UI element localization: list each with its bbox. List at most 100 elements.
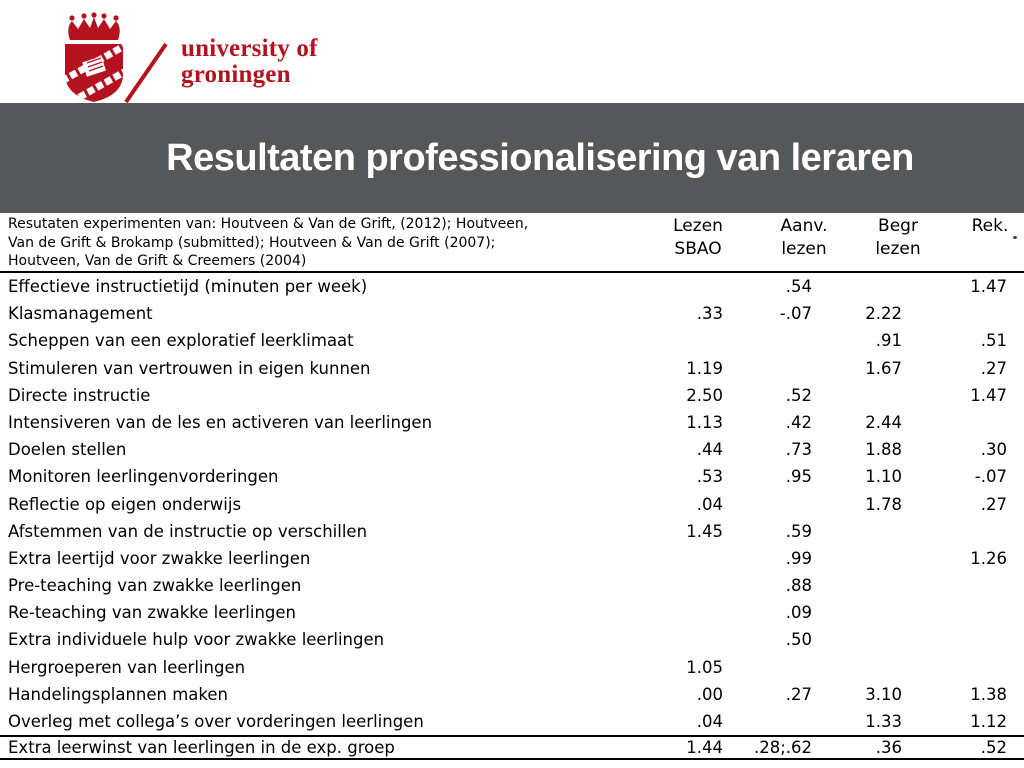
cell-aanv-lezen [723,491,812,518]
cell-aanv-lezen: .95 [785,467,812,487]
source-note: Resutaten experimenten van: Houtveen & V… [8,215,633,271]
row-label: Directe instructie [8,385,151,405]
cell-rek: 1.26 [970,548,1007,568]
cell-begr-lezen [812,273,902,300]
table-row: Doelen stellen .44 .73 1.88 .30 [0,436,1007,463]
cell-lezen-sbao: .04 [696,494,723,514]
cell-lezen-sbao [623,626,723,653]
cell-lezen-sbao [623,599,723,626]
cell-aanv-lezen: .52 [785,385,812,405]
results-table: Effectieve instructietijd (minuten per w… [0,273,1024,761]
cell-aanv-lezen: .28;.62 [753,738,812,758]
table-row: Pre-teaching van zwakke leerlingen .88 [0,572,1007,599]
cell-rek [902,300,1007,327]
cell-rek: .52 [980,738,1007,758]
table-row: Intensiveren van de les en activeren van… [0,409,1007,436]
cell-lezen-sbao [623,273,723,300]
wordmark-line2: groningen [181,61,291,88]
table-row: Monitoren leerlingenvorderingen .53 .95 1.1… [0,463,1007,490]
cell-begr-lezen: 2.22 [865,304,902,324]
cell-begr-lezen [812,382,902,409]
row-label: Extra leertijd voor zwakke leerlingen [8,548,311,568]
cell-rek: 1.12 [970,712,1007,731]
cell-aanv-lezen [723,355,812,382]
source-note-line: Van de Grift & Brokamp (submitted); Hout… [8,234,496,251]
cell-begr-lezen [812,518,902,545]
cell-aanv-lezen: .50 [785,630,812,650]
cell-begr-lezen [812,545,902,572]
university-crest-icon [57,12,131,104]
cell-rek [902,599,1007,626]
cell-lezen-sbao: 1.19 [686,358,723,378]
row-label: Re-teaching van zwakke leerlingen [8,603,296,623]
cell-begr-lezen: .91 [875,331,902,351]
table-row: Effectieve instructietijd (minuten per w… [0,273,1007,300]
cell-aanv-lezen: .99 [785,548,812,568]
table-row: Reflectie op eigen onderwijs .04 1.78 .27 [0,491,1007,518]
row-label: Intensiveren van de les en activeren van… [8,412,433,432]
cell-aanv-lezen: .73 [785,440,812,460]
cell-rek: .51 [980,331,1007,351]
logo-slash-icon [122,42,170,104]
table-row: Handelingsplannen maken .00 .27 3.10 1.38 [0,681,1007,708]
source-note-line: Resutaten experimenten van: Houtveen & V… [8,216,529,232]
cell-lezen-sbao: .33 [696,304,723,324]
cell-begr-lezen: 3.10 [865,684,902,704]
table-row: Stimuleren van vertrouwen in eigen kunne… [0,355,1007,382]
slide-title: Resultaten professionalisering van lerar… [166,136,914,179]
cell-rek: .30 [980,440,1007,460]
table-row: Hergroeperen van leerlingen 1.05 [0,654,1007,681]
cell-rek [902,654,1007,681]
cell-lezen-sbao: .44 [696,440,723,460]
cell-rek: .27 [980,358,1007,378]
footnote-dot [1013,236,1017,239]
row-label: Effectieve instructietijd (minuten per w… [8,277,368,296]
column-header-aanv-lezen: Aanv. lezen [780,216,828,259]
column-header-lezen-sbao: Lezen SBAO [673,216,723,259]
cell-begr-lezen: 1.10 [865,467,902,487]
cell-lezen-sbao: 1.05 [686,657,723,677]
cell-begr-lezen: .36 [875,738,902,758]
table-row: Overleg met collega’s over vorderingen l… [0,708,1007,735]
row-label: Monitoren leerlingenvorderingen [8,467,279,487]
cell-aanv-lezen: .54 [785,277,812,296]
cell-aanv-lezen [723,327,812,354]
cell-rek [902,626,1007,653]
cell-begr-lezen: 1.78 [865,494,902,514]
cell-begr-lezen: 1.67 [865,358,902,378]
cell-lezen-sbao: .00 [696,684,723,704]
cell-rek [902,409,1007,436]
table-row: Klasmanagement .33 -.07 2.22 [0,300,1007,327]
cell-lezen-sbao [623,572,723,599]
cell-lezen-sbao [623,327,723,354]
cell-lezen-sbao: 1.44 [686,738,723,758]
row-label: Reflectie op eigen onderwijs [8,494,242,514]
source-note-line: Houtveen, Van de Grift & Creemers (2004) [8,253,307,269]
cell-rek: .27 [980,494,1007,514]
row-label: Pre-teaching van zwakke leerlingen [8,576,302,596]
row-label: Stimuleren van vertrouwen in eigen kunne… [8,358,371,378]
cell-lezen-sbao: 1.13 [686,412,723,432]
row-label: Klasmanagement [8,304,153,324]
cell-begr-lezen [812,599,902,626]
table-row: Extra leerwinst van leerlingen in de exp… [0,737,1007,758]
cell-aanv-lezen [723,654,812,681]
cell-lezen-sbao: 2.50 [686,385,723,405]
summary-row-slot: Extra leerwinst van leerlingen in de exp… [0,735,1024,761]
table-row: Scheppen van een exploratief leerklimaat… [0,327,1007,354]
cell-begr-lezen: 1.88 [865,440,902,460]
row-label: Scheppen van een exploratief leerklimaat [8,331,354,351]
cell-rek: 1.47 [970,277,1007,296]
cell-lezen-sbao: 1.45 [686,521,723,541]
cell-lezen-sbao [623,545,723,572]
cell-begr-lezen [812,654,902,681]
cell-begr-lezen: 1.33 [865,712,902,731]
cell-rek: 1.47 [970,385,1007,405]
cell-aanv-lezen: .09 [785,603,812,623]
cell-aanv-lezen: .27 [785,684,812,704]
column-header-begr-lezen: Begr lezen [875,216,921,259]
table-body: Effectieve instructietijd (minuten per w… [0,273,1024,735]
cell-aanv-lezen: .59 [785,521,812,541]
table-top-rule [0,271,1024,273]
